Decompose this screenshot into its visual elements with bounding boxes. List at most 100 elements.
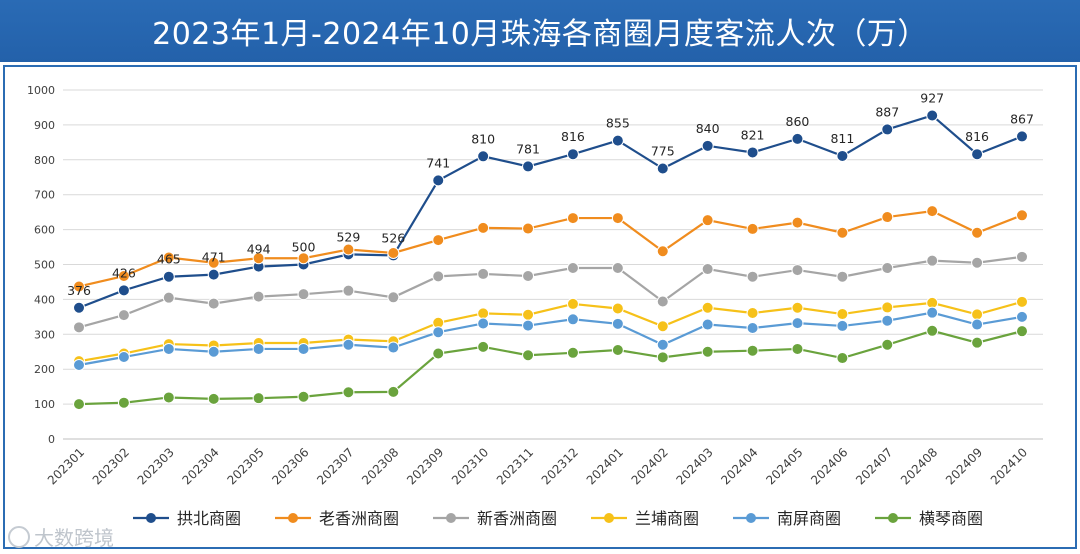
data-label: 816 — [965, 129, 989, 144]
data-point — [162, 270, 175, 283]
data-point — [971, 226, 984, 239]
data-point — [566, 261, 579, 274]
data-label: 471 — [202, 250, 226, 265]
data-point — [611, 317, 624, 330]
legend-marker — [446, 513, 456, 523]
data-point — [522, 308, 535, 321]
x-tick-label: 202404 — [718, 445, 760, 487]
x-tick-label: 202308 — [359, 445, 401, 487]
data-point — [477, 307, 490, 320]
data-point — [522, 222, 535, 235]
data-point — [1016, 250, 1028, 263]
data-point — [971, 308, 984, 321]
data-point — [881, 301, 894, 314]
x-tick-label: 202304 — [180, 445, 222, 487]
y-tick-label: 100 — [34, 398, 55, 411]
data-point — [926, 306, 939, 319]
data-point — [566, 297, 579, 310]
data-point — [791, 301, 804, 314]
x-tick-label: 202301 — [45, 445, 87, 487]
legend-marker — [288, 513, 298, 523]
y-tick-label: 500 — [34, 259, 55, 272]
data-point — [117, 350, 130, 363]
data-point — [746, 146, 759, 159]
series-老香洲商圈 — [73, 205, 1028, 293]
x-tick-label: 202311 — [494, 445, 536, 487]
data-point — [971, 318, 984, 331]
data-point — [252, 342, 265, 355]
data-point — [926, 324, 939, 337]
data-point — [477, 340, 490, 353]
data-point — [73, 359, 85, 372]
series-line — [78, 329, 1023, 406]
y-tick-label: 800 — [34, 154, 55, 167]
x-tick-label: 202403 — [673, 445, 715, 487]
data-point — [656, 162, 669, 175]
data-point — [522, 319, 535, 332]
data-point — [477, 317, 490, 330]
data-label: 840 — [696, 121, 720, 136]
x-tick-label: 202407 — [853, 445, 895, 487]
data-point — [342, 243, 355, 256]
data-point — [1016, 130, 1028, 143]
data-label: 816 — [561, 129, 585, 144]
data-label: 741 — [426, 155, 450, 170]
x-tick-label: 202309 — [404, 445, 446, 487]
data-point — [297, 288, 310, 301]
legend-marker — [604, 513, 614, 523]
y-tick-label: 700 — [34, 189, 55, 202]
data-label: 775 — [651, 144, 675, 159]
data-point — [836, 149, 849, 162]
data-point — [836, 226, 849, 239]
data-point — [252, 392, 265, 405]
x-tick-label: 202302 — [90, 445, 132, 487]
y-tick-label: 900 — [34, 119, 55, 132]
data-point — [162, 251, 175, 264]
data-point — [881, 314, 894, 327]
data-point — [207, 256, 220, 269]
x-tick-label: 202405 — [763, 445, 805, 487]
data-point — [791, 317, 804, 330]
legend: 拱北商圈 老香洲商圈 新香洲商圈 兰埔商圈 南屏商圈 横琴商圈 — [133, 509, 983, 528]
legend-label: 横琴商圈 — [919, 509, 983, 528]
data-point — [342, 338, 355, 351]
x-tick-label: 202310 — [449, 445, 491, 487]
data-label: 821 — [741, 127, 765, 142]
data-point — [746, 307, 759, 320]
data-point — [971, 148, 984, 161]
series-拱北商圈 — [73, 109, 1028, 314]
data-label: 529 — [336, 229, 360, 244]
x-tick-label: 202406 — [808, 445, 850, 487]
legend-label: 兰埔商圈 — [635, 509, 699, 528]
data-point — [566, 148, 579, 161]
data-point — [881, 338, 894, 351]
x-tick-label: 202408 — [898, 445, 940, 487]
y-tick-label: 0 — [48, 433, 55, 446]
legend-label: 南屏商圈 — [777, 509, 841, 528]
data-point — [701, 139, 714, 152]
legend-label: 新香洲商圈 — [477, 509, 557, 528]
data-label: 500 — [292, 240, 316, 255]
data-point — [207, 297, 220, 310]
watermark-text: 大数跨境 — [34, 526, 114, 550]
data-point — [701, 345, 714, 358]
data-label: 855 — [606, 116, 630, 131]
series-line — [78, 300, 1023, 363]
data-label: 811 — [830, 131, 854, 146]
data-point — [207, 345, 220, 358]
data-point — [1016, 325, 1028, 338]
data-label: 867 — [1010, 111, 1034, 126]
data-point — [791, 132, 804, 145]
data-point — [522, 270, 535, 283]
x-tick-label: 202303 — [135, 445, 177, 487]
series-line — [78, 114, 1023, 309]
data-point — [207, 268, 220, 281]
data-label: 927 — [920, 90, 944, 105]
data-point — [1016, 209, 1028, 222]
data-label: 426 — [112, 265, 136, 280]
data-point — [117, 270, 130, 283]
data-point — [701, 214, 714, 227]
series-南屏商圈 — [73, 306, 1028, 372]
